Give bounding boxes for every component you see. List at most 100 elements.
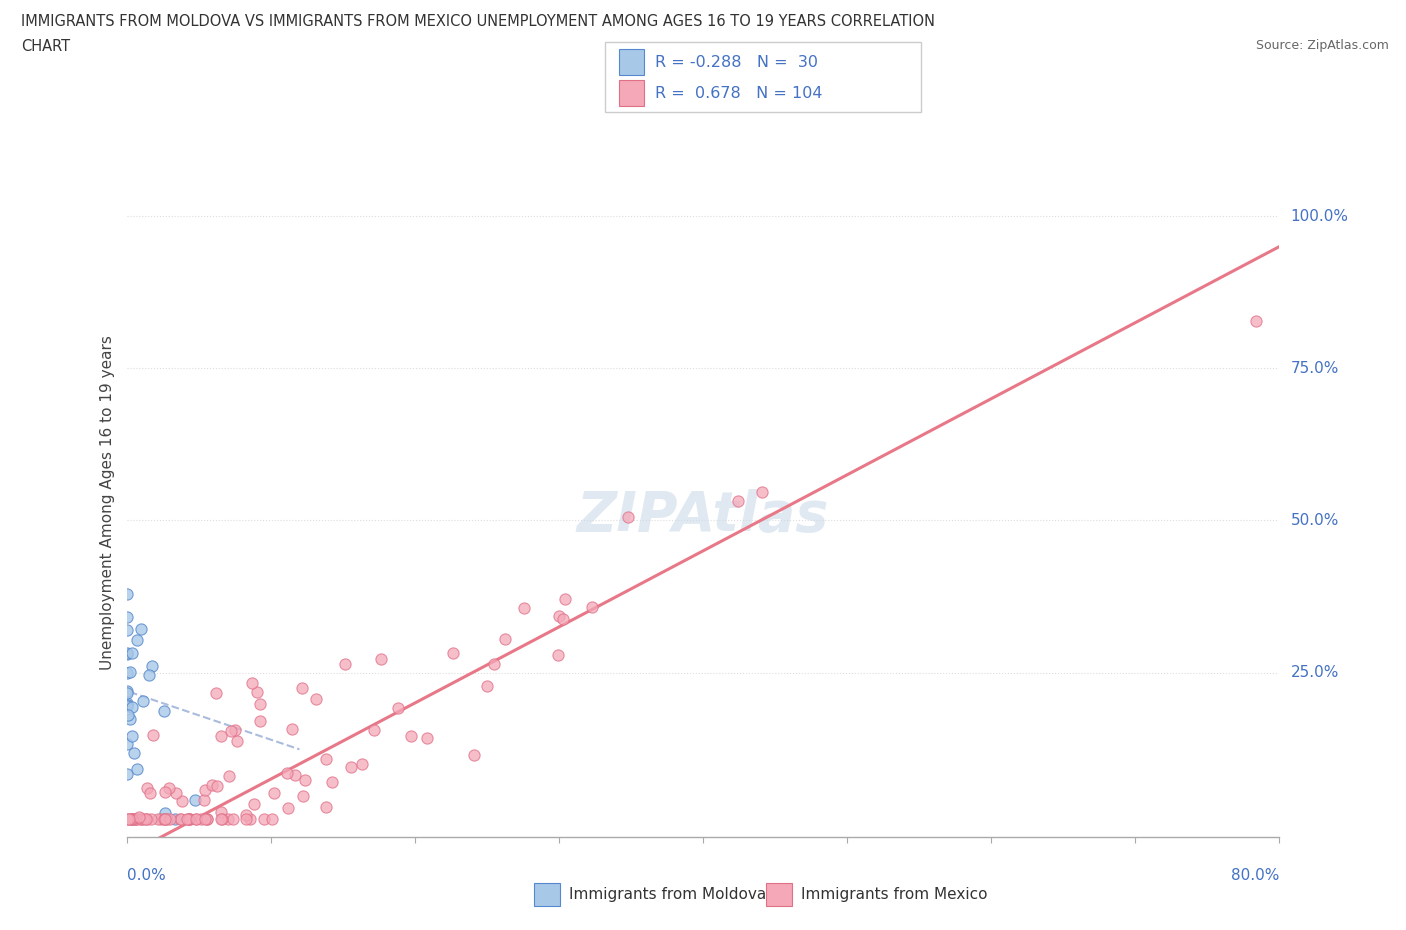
Point xyxy=(115,698,138,713)
Point xyxy=(122,811,145,826)
Point xyxy=(211,811,233,826)
Point xyxy=(291,789,314,804)
Point xyxy=(179,811,201,826)
Point xyxy=(554,591,576,606)
Point xyxy=(138,668,160,683)
Point xyxy=(209,728,232,743)
Point xyxy=(141,811,163,826)
Point xyxy=(184,811,207,826)
Point xyxy=(551,612,574,627)
Point xyxy=(155,811,177,826)
Point xyxy=(155,785,177,800)
Point xyxy=(115,811,138,826)
Point xyxy=(315,751,337,766)
Point xyxy=(305,692,328,707)
Text: 0.0%: 0.0% xyxy=(127,868,166,883)
Point xyxy=(124,811,146,826)
Point xyxy=(141,658,163,673)
Point xyxy=(240,676,263,691)
Point xyxy=(120,811,142,826)
Point xyxy=(218,769,240,784)
Point xyxy=(115,645,138,660)
Point xyxy=(169,811,191,826)
Point xyxy=(177,811,200,826)
Point xyxy=(219,724,242,739)
Point xyxy=(363,723,385,737)
Point xyxy=(281,722,304,737)
Point xyxy=(235,807,257,822)
Point xyxy=(127,761,149,776)
Point xyxy=(751,485,773,499)
Point xyxy=(159,811,181,826)
Point xyxy=(132,694,155,709)
Point xyxy=(253,811,276,826)
Point xyxy=(153,703,176,718)
Point xyxy=(115,665,138,680)
Point xyxy=(387,700,409,715)
Point xyxy=(482,657,505,671)
Point xyxy=(142,728,165,743)
Text: 50.0%: 50.0% xyxy=(1291,513,1339,528)
Point xyxy=(193,793,215,808)
Point xyxy=(117,708,139,723)
Point xyxy=(120,665,142,680)
Point xyxy=(263,786,285,801)
Y-axis label: Unemployment Among Ages 16 to 19 years: Unemployment Among Ages 16 to 19 years xyxy=(100,335,115,670)
Point xyxy=(118,811,141,826)
Point xyxy=(513,601,536,616)
Point xyxy=(156,811,179,826)
Point xyxy=(172,794,194,809)
Text: R =  0.678   N = 104: R = 0.678 N = 104 xyxy=(655,86,823,100)
Point xyxy=(129,622,152,637)
Point xyxy=(226,734,249,749)
Point xyxy=(235,811,257,826)
Point xyxy=(176,811,198,826)
Point xyxy=(128,809,150,824)
Point xyxy=(399,728,422,743)
Text: R = -0.288   N =  30: R = -0.288 N = 30 xyxy=(655,55,818,70)
Point xyxy=(277,801,299,816)
Point xyxy=(184,811,207,826)
Point xyxy=(183,793,205,808)
Point xyxy=(204,685,226,700)
Point xyxy=(115,609,138,624)
Text: Immigrants from Mexico: Immigrants from Mexico xyxy=(801,887,988,902)
Point xyxy=(115,685,138,700)
Point xyxy=(195,811,218,826)
Point xyxy=(125,811,148,826)
Point xyxy=(179,811,201,826)
Point xyxy=(136,780,159,795)
Point xyxy=(153,811,176,826)
Point xyxy=(475,678,498,693)
Text: CHART: CHART xyxy=(21,39,70,54)
Point xyxy=(209,804,232,819)
Point xyxy=(121,729,143,744)
Point xyxy=(129,811,152,826)
Text: 80.0%: 80.0% xyxy=(1232,868,1279,883)
Point xyxy=(115,586,138,601)
Point xyxy=(290,681,312,696)
Text: 100.0%: 100.0% xyxy=(1291,208,1348,223)
Point xyxy=(205,778,228,793)
Text: 25.0%: 25.0% xyxy=(1291,665,1339,680)
Point xyxy=(159,780,181,795)
Point xyxy=(246,684,269,699)
Point xyxy=(115,647,138,662)
Point xyxy=(494,631,516,646)
Point xyxy=(129,811,152,826)
Point xyxy=(727,494,749,509)
Point xyxy=(548,608,571,623)
Point xyxy=(209,811,232,826)
Point xyxy=(121,700,143,715)
Point xyxy=(165,786,187,801)
Point xyxy=(416,730,439,745)
Point xyxy=(117,811,139,826)
Point xyxy=(547,647,569,662)
Point xyxy=(135,811,157,826)
Point xyxy=(617,510,640,525)
Point xyxy=(581,600,603,615)
Text: ZIPAtlas: ZIPAtlas xyxy=(576,488,830,542)
Point xyxy=(179,811,201,826)
Point xyxy=(194,783,217,798)
Point xyxy=(153,811,176,826)
